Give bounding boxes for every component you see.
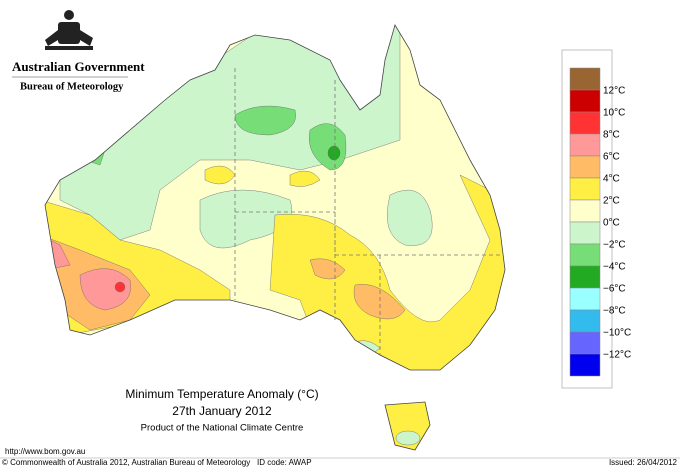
legend-label: 12°C [603, 86, 625, 97]
url: http://www.bom.gov.au [5, 447, 85, 456]
government-name: Australian Government [12, 59, 145, 74]
id-code: ID code: AWAP [257, 458, 312, 467]
legend-swatch [569, 331, 601, 355]
issued: Issued: 26/04/2012 [609, 458, 678, 467]
legend-label: −8°C [603, 306, 626, 317]
legend-swatch [569, 287, 601, 311]
coat-of-arms [45, 10, 93, 50]
legend-label: −2°C [603, 240, 626, 251]
anomaly-area [234, 105, 296, 136]
legend-label: 4°C [603, 174, 620, 185]
legend-swatch [569, 309, 601, 333]
legend-label: 6°C [603, 152, 620, 163]
anomaly-area [114, 281, 126, 293]
legend-swatch [569, 133, 601, 157]
anomaly-area [385, 402, 430, 450]
legend-swatch [569, 199, 601, 223]
coastline [384, 401, 431, 451]
legend-swatch [569, 177, 601, 201]
copyright: © Commonwealth of Australia 2012, Austra… [2, 458, 250, 467]
coastline [44, 24, 506, 371]
legend: 12°C 10°C 8°C 6°C 4°C 2°C 0°C −2°C −4°C −6°C −8°C −… [569, 67, 631, 377]
anomaly-area [386, 189, 433, 246]
legend-swatch [569, 265, 601, 289]
legend-swatch [569, 67, 601, 91]
legend-label: 10°C [603, 108, 625, 119]
anomaly-area [289, 170, 321, 187]
map-date: 27th January 2012 [172, 404, 272, 418]
legend-label: 0°C [603, 218, 620, 229]
legend-swatch [569, 221, 601, 245]
anomaly-area [327, 145, 341, 161]
anomaly-area [79, 268, 131, 311]
legend-swatch [569, 155, 601, 179]
state-border [235, 80, 500, 355]
anomaly-area [309, 258, 346, 280]
legend-label: 8°C [603, 130, 620, 141]
legend-swatch [569, 111, 601, 135]
legend-label: −10°C [603, 328, 631, 339]
legend-label: −6°C [603, 284, 626, 295]
legend-swatch [569, 89, 601, 113]
legend-swatch [569, 353, 601, 377]
legend-label: −12°C [603, 350, 631, 361]
legend-swatch [569, 243, 601, 267]
agency-name: Bureau of Meteorology [20, 81, 124, 92]
anomaly-area [395, 430, 421, 446]
map-title: Minimum Temperature Anomaly (°C) [125, 387, 318, 401]
legend-label: −4°C [603, 262, 626, 273]
anomaly-area [353, 284, 406, 320]
legend-label: 2°C [603, 196, 620, 207]
map-credit: Product of the National Climate Centre [141, 423, 304, 434]
